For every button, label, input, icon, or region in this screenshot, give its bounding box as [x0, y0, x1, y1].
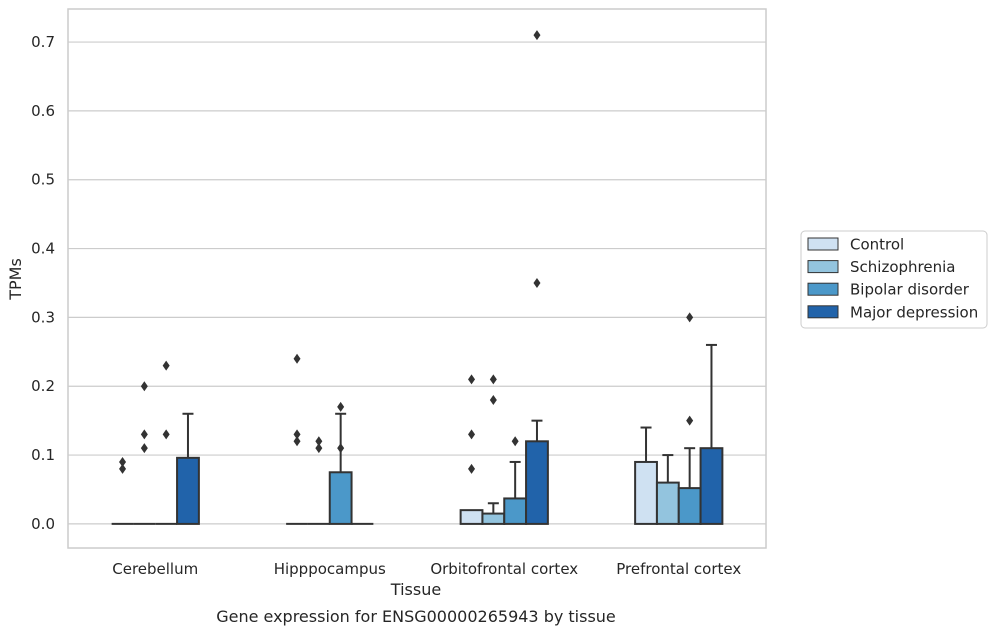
legend-label: Schizophrenia: [850, 258, 955, 276]
outlier-point: [511, 436, 519, 447]
bars: [176, 440, 724, 525]
outlier-point: [533, 277, 541, 288]
outlier-point: [337, 401, 345, 412]
y-tick-label: 0.6: [31, 102, 55, 120]
bar: [328, 471, 353, 525]
outlier-point: [140, 429, 148, 440]
outlier-points: [119, 30, 694, 474]
bar: [634, 460, 658, 525]
y-tick-label: 0.5: [31, 171, 55, 189]
outlier-point: [162, 429, 170, 440]
outlier-point: [468, 429, 476, 440]
legend-box: [800, 230, 988, 329]
legend[interactable]: Control Schizophrenia Bipolar disorder Majo…: [800, 230, 988, 329]
outlier-point: [293, 429, 301, 440]
outlier-point: [162, 360, 170, 371]
outlier-point: [686, 415, 694, 426]
outlier-point: [533, 30, 541, 41]
bar: [481, 512, 506, 525]
y-tick-label: 0.3: [31, 308, 55, 326]
legend-swatch: [807, 282, 839, 296]
outlier-point: [293, 436, 301, 447]
y-tick-label: 0.4: [31, 240, 55, 258]
legend-label: Control: [850, 236, 904, 254]
legend-swatch: [807, 305, 839, 319]
y-tick-labels: 0.0 0.1 0.2 0.3 0.4 0.5 0.6 0.7: [31, 33, 55, 533]
bar: [525, 440, 549, 525]
outlier-point: [337, 443, 345, 454]
chart-caption: Gene expression for ENSG00000265943 by t…: [216, 607, 616, 626]
y-tick-label: 0.0: [31, 515, 55, 533]
outlier-point: [315, 436, 323, 447]
bar: [699, 447, 724, 525]
bar: [655, 481, 680, 525]
y-tick-label: 0.7: [31, 33, 55, 51]
y-axis-label: TPMs: [6, 258, 25, 301]
outlier-point: [468, 463, 476, 474]
outlier-point: [140, 381, 148, 392]
bar: [677, 487, 702, 525]
outlier-point: [686, 312, 694, 323]
bar: [176, 456, 200, 525]
x-tick-labels: Cerebellum Hipppocampus Orbitofrontal cort…: [112, 560, 741, 578]
y-tick-label: 0.1: [31, 446, 55, 464]
legend-label: Bipolar disorder: [850, 281, 970, 299]
outlier-point: [119, 463, 127, 474]
outlier-point: [468, 374, 476, 385]
legend-swatch: [807, 260, 839, 274]
bar: [459, 509, 484, 525]
outlier-point: [489, 394, 497, 405]
y-tick-label: 0.2: [31, 377, 55, 395]
x-axis-label: Tissue: [390, 580, 441, 599]
x-tick-label: Hipppocampus: [274, 560, 386, 578]
x-tick-label: Prefrontal cortex: [616, 560, 741, 578]
outlier-point: [140, 443, 148, 454]
x-tick-label: Orbitofrontal cortex: [430, 560, 578, 578]
outlier-point: [293, 353, 301, 364]
outlier-point: [489, 374, 497, 385]
error-bars: [182, 343, 717, 514]
bar: [503, 497, 528, 525]
outlier-point: [119, 456, 127, 467]
legend-swatch: [807, 237, 839, 251]
x-tick-label: Cerebellum: [112, 560, 198, 578]
plot-frame: [67, 8, 767, 549]
outlier-point: [315, 443, 323, 454]
legend-label: Major depression: [850, 303, 978, 321]
